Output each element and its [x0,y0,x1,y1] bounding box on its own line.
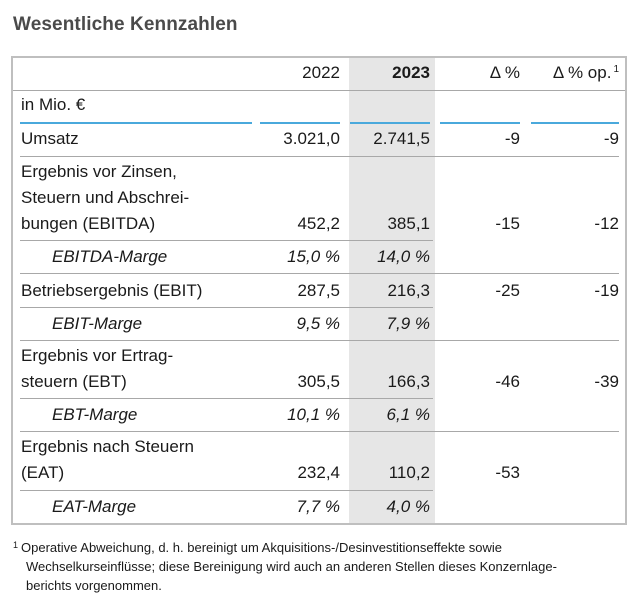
row-divider [20,431,619,432]
footnote-line: Wechselkurseinflüsse; diese Bereinigung … [26,559,557,574]
value-2022: 10,1 % [287,405,340,424]
value-2023: 110,2 [388,463,430,482]
row-label: steuern (EBT) [21,372,127,391]
col-header-delta-op: Δ % op. 1 [552,63,619,82]
row-label: bungen (EBITDA) [21,214,156,233]
row-label: (EAT) [21,463,65,482]
row-divider [20,490,433,491]
value-delta-op: -12 [594,214,619,233]
row-divider [20,340,619,341]
blue-rule [440,122,520,124]
value-2022: 15,0 % [287,247,340,266]
value-2023: 216,3 [387,281,430,300]
row-label: EBIT-Marge [52,314,143,333]
footnote-line: berichts vorgenommen. [26,578,162,593]
footnote-line: 1 Operative Abweichung, d. h. bereinigt u… [13,540,503,555]
value-delta-op: -19 [594,281,619,300]
highlight-column-2023 [349,58,435,523]
row-label: EBT-Marge [52,405,138,424]
value-2023: 6,1 % [386,405,430,424]
value-delta-op: -39 [594,372,619,391]
value-delta: -25 [495,281,520,300]
footnote-marker: 1 [13,540,19,550]
col-header-2023: 2023 [392,63,430,82]
row-label: Ergebnis vor Ertrag- [21,346,174,365]
row-divider [20,273,619,274]
row-label: EAT-Marge [52,497,137,516]
row-divider [20,240,433,241]
blue-rule [20,122,252,124]
header-divider [13,90,625,91]
page-title: Wesentliche Kennzahlen [13,14,238,35]
value-2022: 7,7 % [296,497,340,516]
value-2022: 232,4 [297,463,340,482]
blue-rule [260,122,340,124]
row-label: EBITDA-Marge [52,247,168,266]
value-2023: 385,1 [387,214,430,233]
col-header-delta: Δ % [489,63,520,82]
row-label: Ergebnis nach Steuern [21,437,194,456]
row-label: Umsatz [21,129,79,148]
row-divider [20,398,433,399]
row-divider [20,156,619,157]
value-delta-op: -9 [603,129,619,148]
value-2022: 287,5 [297,281,340,300]
value-delta: -46 [495,372,520,391]
footnote: 1 Operative Abweichung, d. h. bereinigt u… [13,536,613,595]
value-delta: -9 [504,129,520,148]
value-2023: 7,9 % [386,314,430,333]
value-2023: 2.741,5 [373,129,430,148]
row-label: Betriebsergebnis (EBIT) [21,281,203,300]
value-2023: 166,3 [387,372,430,391]
blue-rule [531,122,619,124]
blue-rule [350,122,430,124]
value-2023: 14,0 % [377,247,430,266]
value-2022: 3.021,0 [283,129,340,148]
value-2022: 305,5 [297,372,340,391]
row-divider [20,307,433,308]
table-frame [11,56,627,525]
value-2023: 4,0 % [386,497,430,516]
value-2022: 9,5 % [296,314,340,333]
value-delta: -53 [495,463,520,482]
row-label: Ergebnis vor Zinsen, [21,162,177,181]
value-2022: 452,2 [297,214,340,233]
value-delta: -15 [495,214,520,233]
unit-label: in Mio. € [21,95,86,114]
row-label: Steuern und Abschrei- [21,188,190,207]
col-header-2022: 2022 [302,63,340,82]
